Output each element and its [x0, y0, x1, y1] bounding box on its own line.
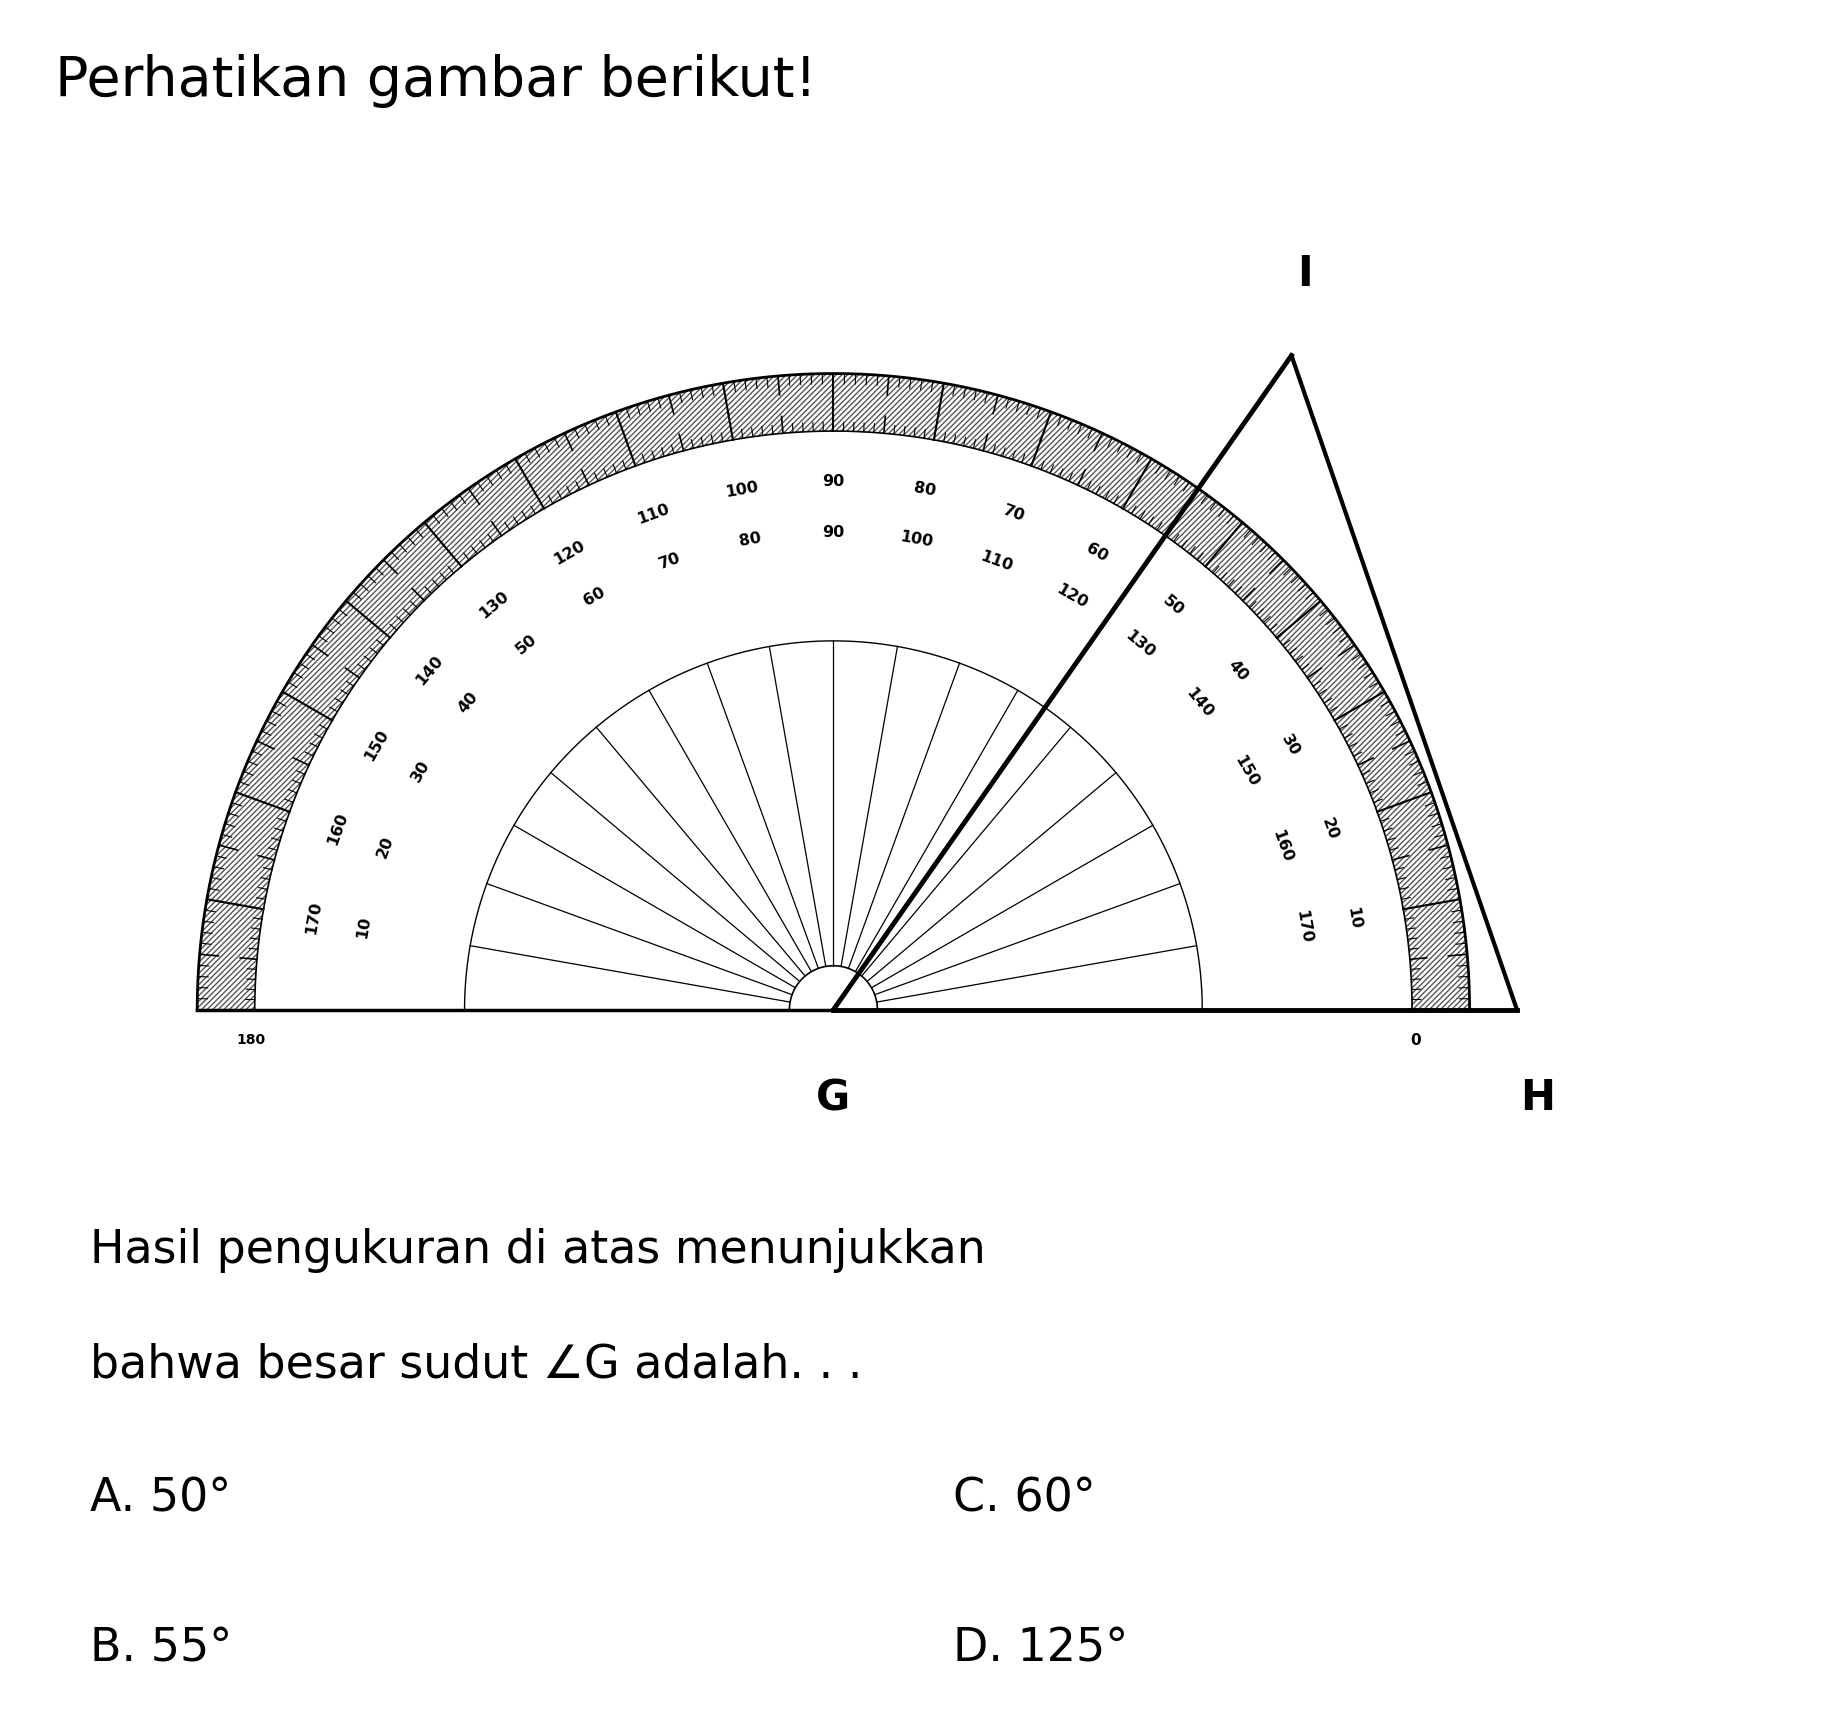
Text: 30: 30	[408, 758, 431, 785]
Text: 90: 90	[823, 474, 845, 490]
Text: 60: 60	[1083, 541, 1111, 565]
Text: 130: 130	[1122, 627, 1159, 661]
Text: 40: 40	[455, 689, 481, 716]
Text: 170: 170	[303, 900, 323, 936]
Text: Perhatikan gambar berikut!: Perhatikan gambar berikut!	[55, 53, 817, 108]
Text: 150: 150	[1232, 752, 1261, 789]
Text: D. 125°: D. 125°	[953, 1625, 1127, 1672]
Text: 20: 20	[375, 833, 397, 859]
Text: 160: 160	[1269, 828, 1294, 864]
Text: 170: 170	[1293, 909, 1313, 945]
Text: 40: 40	[1225, 656, 1250, 684]
Polygon shape	[196, 373, 1469, 1010]
Text: 120: 120	[551, 538, 588, 567]
Text: B. 55°: B. 55°	[90, 1625, 231, 1672]
Text: 180: 180	[237, 1034, 266, 1048]
Text: G: G	[817, 1077, 850, 1120]
Text: 120: 120	[1054, 582, 1091, 612]
Text: 70: 70	[657, 550, 683, 572]
Text: 110: 110	[635, 502, 672, 526]
Text: 30: 30	[1278, 732, 1302, 759]
Text: I: I	[1298, 253, 1313, 294]
Text: Hasil pengukuran di atas menunjukkan: Hasil pengukuran di atas menunjukkan	[90, 1227, 986, 1273]
Polygon shape	[196, 373, 1469, 1010]
Text: 70: 70	[1001, 503, 1026, 524]
Text: 100: 100	[898, 529, 935, 550]
Text: 140: 140	[413, 653, 446, 687]
Text: 50: 50	[1159, 593, 1186, 618]
Text: 20: 20	[1318, 816, 1340, 842]
Text: 160: 160	[325, 811, 351, 847]
Text: 110: 110	[979, 548, 1015, 574]
Text: 90: 90	[823, 526, 845, 539]
Text: 60: 60	[582, 584, 608, 608]
Text: 130: 130	[477, 589, 512, 622]
Text: 150: 150	[362, 727, 391, 765]
Text: 80: 80	[738, 531, 762, 550]
Text: 0: 0	[1410, 1034, 1421, 1048]
Text: bahwa besar sudut ∠G adalah. . .: bahwa besar sudut ∠G adalah. . .	[90, 1342, 863, 1386]
Text: 50: 50	[514, 631, 540, 656]
Text: 10: 10	[1344, 905, 1362, 931]
Text: H: H	[1520, 1077, 1555, 1120]
Text: A. 50°: A. 50°	[90, 1477, 231, 1522]
Text: 10: 10	[354, 914, 373, 940]
Text: 100: 100	[723, 479, 760, 500]
Text: C. 60°: C. 60°	[953, 1477, 1096, 1522]
Text: 140: 140	[1182, 685, 1215, 720]
Text: 80: 80	[912, 481, 938, 500]
